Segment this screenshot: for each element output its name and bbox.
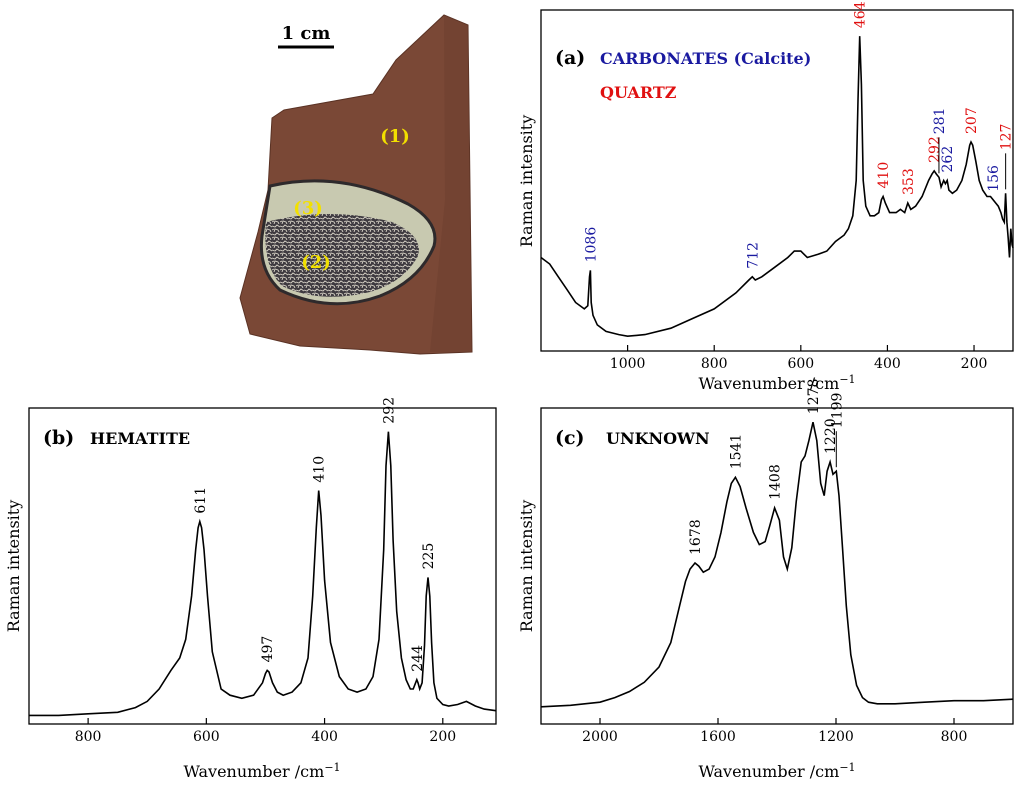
- panel-a-peak-label: 127: [999, 124, 1015, 151]
- zone-label-3: (3): [293, 198, 323, 219]
- panel-a-peak-label: 353: [901, 168, 917, 195]
- panel-c-frame: [540, 407, 1014, 725]
- panel-c-x-ticks: 2000 1600 1200 800: [582, 718, 967, 745]
- panel-a-x-tick-label: 600: [787, 356, 814, 372]
- panel-b-x-tick-label: 800: [75, 729, 102, 745]
- panel-b-chart: 800 600 400 200 611 497 410 292 244 225 (b) HEMA…: [4, 397, 497, 781]
- sample-photo: (1) (2) (3) 1 cm: [239, 14, 473, 355]
- zone-label-2: (2): [301, 252, 331, 273]
- panel-b-x-tick-label: 600: [193, 729, 220, 745]
- panel-c-x-tick-label: 800: [941, 729, 968, 745]
- scale-bar-label: 1 cm: [282, 23, 331, 44]
- panel-a-title-quartz: QUARTZ: [600, 83, 677, 102]
- panel-a-spectrum-line: [540, 36, 1014, 338]
- panel-c-x-tick-label: 1200: [818, 729, 854, 745]
- panel-c-chart: 2000 1600 1200 800 1678 1541 1408 127812201199…: [517, 379, 1014, 781]
- panel-c-y-axis-label: Raman intensity: [517, 500, 536, 632]
- panel-c-x-tick-label: 2000: [582, 729, 618, 745]
- panel-a-x-ticks: 1000 800 600 400 200: [610, 345, 988, 372]
- panel-a-y-axis-label: Raman intensity: [517, 115, 536, 247]
- panel-c-spectrum-line: [540, 422, 1014, 708]
- zone-label-1: (1): [380, 126, 410, 147]
- panel-a-label: (a): [555, 47, 585, 69]
- panel-b-x-tick-label: 400: [311, 729, 338, 745]
- panel-a-peak-label: 410: [876, 162, 892, 189]
- panel-b-x-tick-label: 200: [429, 729, 456, 745]
- panel-b-spectrum-line: [29, 431, 497, 717]
- panel-b-peak-labels: 611 497 410 292 244 225: [193, 397, 437, 672]
- panel-a-peak-label: 281: [932, 108, 948, 135]
- panel-c-peak-label: 1408: [768, 464, 784, 500]
- zone-2-core: [265, 214, 419, 297]
- panel-a-x-tick-label: 800: [701, 356, 728, 372]
- panel-a-frame: [540, 9, 1014, 352]
- panel-c-peak-label: 1278: [806, 379, 822, 415]
- panel-b-title: HEMATITE: [90, 429, 190, 448]
- panel-b-x-ticks: 800 600 400 200: [75, 718, 456, 745]
- panel-a-peak-label: 712: [745, 242, 761, 269]
- rock-shading: [430, 15, 472, 352]
- panel-c-x-tick-label: 1600: [700, 729, 736, 745]
- panel-a-title-carbonates: CARBONATES (Calcite): [600, 49, 811, 68]
- panel-a-x-tick-label: 1000: [610, 356, 646, 372]
- panel-a-x-tick-label: 200: [961, 356, 988, 372]
- panel-c-label: (c): [555, 427, 585, 449]
- panel-a-peak-label: 156: [986, 165, 1002, 192]
- panel-a-peak-label: 1086: [583, 227, 599, 263]
- panel-b-peak-label: 244: [410, 645, 426, 672]
- panel-b-peak-label: 225: [421, 543, 437, 570]
- panel-b-peak-label: 611: [193, 487, 209, 514]
- panel-b-peak-label: 410: [312, 456, 328, 483]
- panel-a-peak-label: 262: [940, 146, 956, 173]
- panel-c-peak-label: 1541: [728, 434, 744, 470]
- panel-c-peak-label: 1678: [688, 519, 704, 555]
- panel-b-label: (b): [43, 427, 74, 449]
- panel-a-x-axis-label: Wavenumber /cm−1: [698, 373, 855, 393]
- panel-b-x-axis-label: Wavenumber /cm−1: [183, 761, 340, 781]
- panel-b-peak-label: 292: [381, 397, 397, 424]
- panel-b-y-axis-label: Raman intensity: [4, 500, 23, 632]
- panel-c-title: UNKNOWN: [606, 429, 710, 448]
- panel-c-x-axis-label: Wavenumber /cm−1: [698, 761, 855, 781]
- panel-c-peak-label: 1199: [829, 393, 845, 429]
- panel-a-peak-label: 207: [964, 107, 980, 134]
- panel-a-x-tick-label: 400: [874, 356, 901, 372]
- panel-b-peak-label: 497: [260, 636, 276, 663]
- panel-a-peak-label: 464: [853, 1, 869, 28]
- panel-b-frame: [28, 407, 497, 725]
- panel-c-peak-label: 1220: [823, 418, 839, 454]
